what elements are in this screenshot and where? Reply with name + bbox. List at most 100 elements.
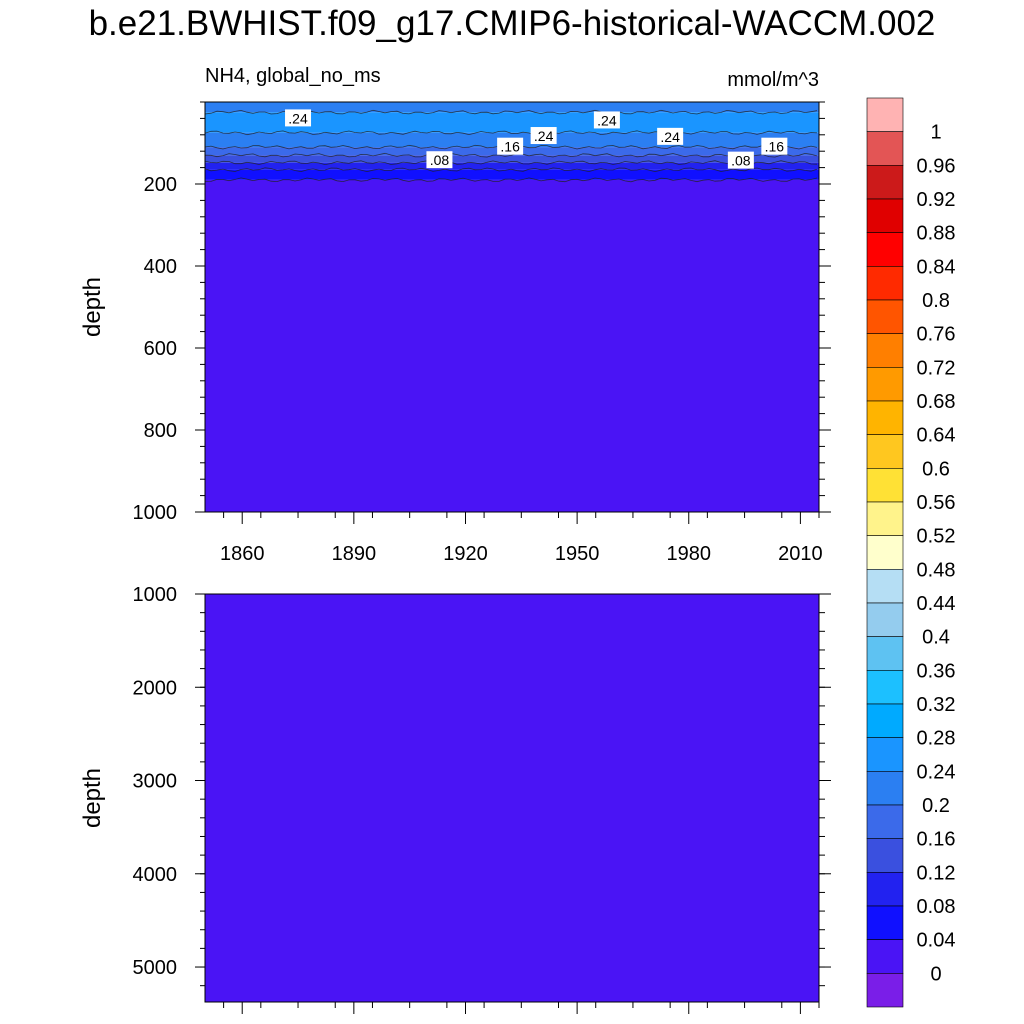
contour-label-bg (426, 151, 453, 169)
colorbar-label: 0.88 (917, 223, 956, 245)
depth-band (205, 594, 819, 1002)
variable-label: NH4, global_no_ms (205, 65, 381, 87)
colorbar-label: 0.84 (917, 256, 956, 278)
depth-band (205, 162, 819, 170)
units-label: mmol/m^3 (727, 69, 819, 91)
colorbar-label: 0.96 (917, 155, 956, 177)
colorbar-swatch (866, 703, 904, 738)
contour-line (204, 160, 818, 166)
colorbar-label: 0 (930, 963, 941, 985)
contour-label-text: .24 (534, 128, 554, 144)
x-tick-label: 1980 (667, 543, 712, 565)
colorbar-label: 0.8 (922, 290, 950, 312)
colorbar-label: 0.48 (917, 559, 956, 581)
colorbar-swatch (866, 97, 904, 132)
y-tick-label: 5000 (133, 957, 178, 979)
y-axis-label: depth (79, 277, 106, 337)
contour-line (204, 152, 818, 158)
colorbar-label: 0.32 (917, 694, 956, 716)
y-tick-label: 600 (144, 338, 177, 360)
colorbar-label: 0.68 (917, 391, 956, 413)
contour-label-bg (497, 137, 524, 155)
contour-line (204, 130, 818, 136)
contour-label: .16 (497, 137, 524, 155)
colorbar-label: 0.72 (917, 357, 956, 379)
depth-band (205, 179, 819, 512)
contour-label-text: .16 (765, 139, 785, 155)
y-tick-label: 4000 (133, 864, 178, 886)
colorbar-swatch (866, 737, 904, 772)
colorbar-label: 0.08 (917, 896, 956, 918)
colorbar-label: 0.2 (922, 795, 950, 817)
depth-band (205, 102, 819, 113)
colorbar-label: 0.4 (922, 627, 950, 649)
panel-upper: 200 400 600 800 1000 depth .24 .24 .24 .24 .16 .16.… (79, 101, 831, 524)
y-tick-label: 200 (144, 174, 177, 196)
y-tick-label: 3000 (133, 771, 178, 793)
colorbar-label: 0.12 (917, 862, 956, 884)
contour-label-text: .08 (731, 153, 751, 169)
colorbar-swatch (866, 771, 904, 806)
colorbar-swatch (866, 602, 904, 637)
colorbar-swatch (866, 468, 904, 503)
colorbar-swatch (866, 131, 904, 166)
contour-label: .16 (761, 137, 788, 155)
colorbar-swatch (866, 939, 904, 974)
x-tick-label: 1890 (332, 543, 377, 565)
colorbar-swatch (866, 198, 904, 233)
colorbar-label: 0.52 (917, 526, 956, 548)
contour-label-bg (657, 127, 684, 145)
colorbar-label: 0.92 (917, 189, 956, 211)
contour-label-bg (761, 137, 788, 155)
y-tick-label: 1000 (133, 584, 178, 606)
colorbar-swatch (866, 804, 904, 839)
y-axis-label: depth (79, 768, 106, 828)
colorbar-swatch (866, 165, 904, 200)
colorbar-swatch (866, 400, 904, 435)
x-tick-label: 1860 (220, 543, 265, 565)
y-tick-label: 400 (144, 256, 177, 278)
colorbar-swatch (866, 232, 904, 267)
contour-label-text: .24 (597, 112, 617, 128)
colorbar-label: 0.16 (917, 829, 956, 851)
contour-label: .24 (657, 127, 684, 145)
colorbar-label: 0.76 (917, 324, 956, 346)
colorbar-swatch (866, 266, 904, 301)
colorbar-label: 0.04 (917, 930, 956, 952)
y-tick-label: 1000 (133, 502, 178, 524)
x-tick-label: 1920 (443, 543, 488, 565)
colorbar-swatch (866, 973, 904, 1008)
colorbar-swatch (866, 872, 904, 907)
depth-band (205, 169, 819, 180)
contour-label: .24 (593, 111, 620, 129)
y-tick-label: 800 (144, 420, 177, 442)
colorbar-label: 0.36 (917, 660, 956, 682)
colorbar-swatch (866, 501, 904, 536)
contour-label: .24 (285, 109, 312, 127)
panel-lower: 1000 2000 3000 4000 5000 depth (79, 584, 831, 1014)
colorbar-label: 0.56 (917, 492, 956, 514)
contour-label-text: .24 (288, 110, 308, 126)
depth-band (205, 112, 819, 133)
colorbar-label: 0.28 (917, 728, 956, 750)
contour-label-bg (727, 151, 754, 169)
colorbar-swatch (866, 299, 904, 334)
contour-label: .08 (426, 151, 453, 169)
chart-title: b.e21.BWHIST.f09_g17.CMIP6-historical-WA… (88, 4, 936, 43)
colorbar-swatch (866, 838, 904, 873)
colorbar-label: 0.24 (917, 761, 956, 783)
colorbar-swatch (866, 333, 904, 368)
colorbar-label: 1 (930, 122, 941, 144)
colorbar-swatch (866, 367, 904, 402)
y-tick-label: 2000 (133, 677, 178, 699)
colorbar-swatch (866, 636, 904, 671)
contour-label-bg (593, 111, 620, 129)
colorbar-label: 0.44 (917, 593, 956, 615)
contour-label: .24 (530, 127, 557, 145)
contour-line (204, 167, 818, 173)
colorbar-label: 0.64 (917, 425, 956, 447)
colorbar-swatch (866, 535, 904, 570)
colorbar-swatch (866, 434, 904, 469)
colorbar-swatch (866, 569, 904, 604)
colorbar-swatch (866, 905, 904, 940)
